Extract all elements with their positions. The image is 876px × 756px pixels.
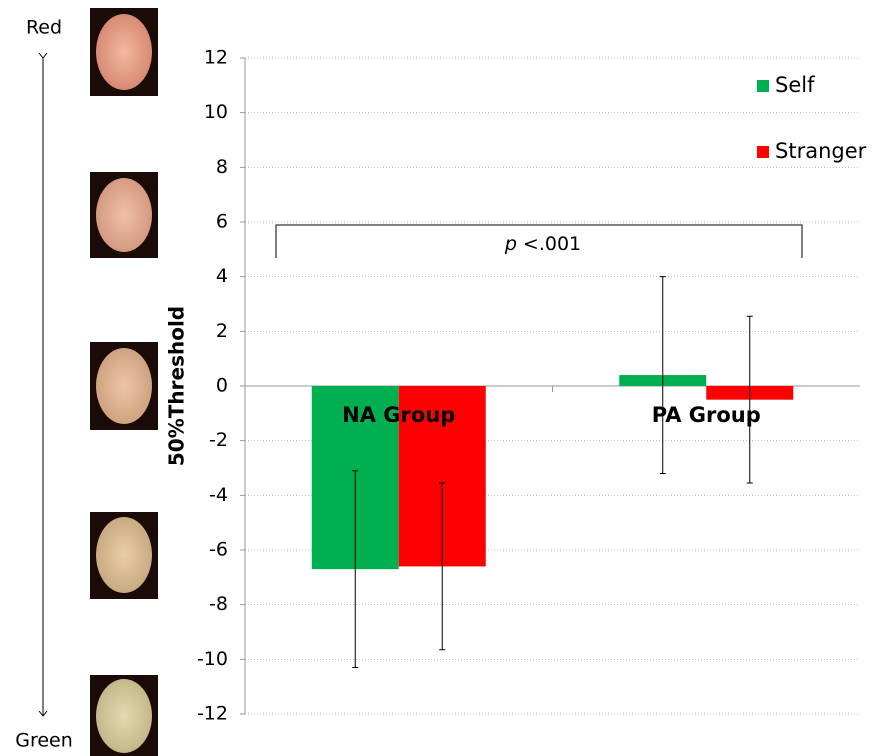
y-tick-label: 10 bbox=[204, 101, 228, 123]
y-tick-label: -4 bbox=[209, 484, 228, 506]
face-scale bbox=[43, 8, 158, 756]
error-bar bbox=[659, 276, 666, 474]
error-bar bbox=[439, 482, 446, 651]
y-tick-label: -6 bbox=[209, 539, 228, 561]
y-tick-label: -2 bbox=[209, 429, 228, 451]
significance-label: p <.001 bbox=[504, 233, 581, 255]
y-tick-label: -10 bbox=[197, 648, 228, 670]
legend-swatch bbox=[757, 146, 769, 158]
p-value: <.001 bbox=[523, 233, 581, 255]
y-axis-label: 50%Threshold bbox=[165, 306, 189, 466]
legend-swatch bbox=[757, 80, 769, 92]
y-tick-label: 6 bbox=[216, 211, 228, 233]
category-label: NA Group bbox=[342, 403, 455, 427]
y-tick-label: 8 bbox=[216, 156, 228, 178]
p-symbol: p bbox=[504, 233, 517, 255]
y-tick-label: 2 bbox=[216, 320, 228, 342]
y-tick-label: 12 bbox=[204, 47, 228, 69]
legend-label: Self bbox=[775, 73, 815, 97]
y-tick-label: 4 bbox=[216, 265, 228, 287]
scale-top-label: Red bbox=[26, 17, 62, 39]
y-tick-label: -12 bbox=[197, 703, 228, 725]
legend-label: Stranger bbox=[775, 139, 867, 163]
category-label: PA Group bbox=[652, 403, 761, 427]
error-bar bbox=[352, 470, 359, 669]
error-bar bbox=[746, 315, 753, 484]
significance-bracket bbox=[275, 224, 803, 258]
y-tick-label: 0 bbox=[216, 375, 228, 397]
y-tick-label: -8 bbox=[209, 593, 228, 615]
scale-bottom-label: Green bbox=[15, 730, 73, 752]
